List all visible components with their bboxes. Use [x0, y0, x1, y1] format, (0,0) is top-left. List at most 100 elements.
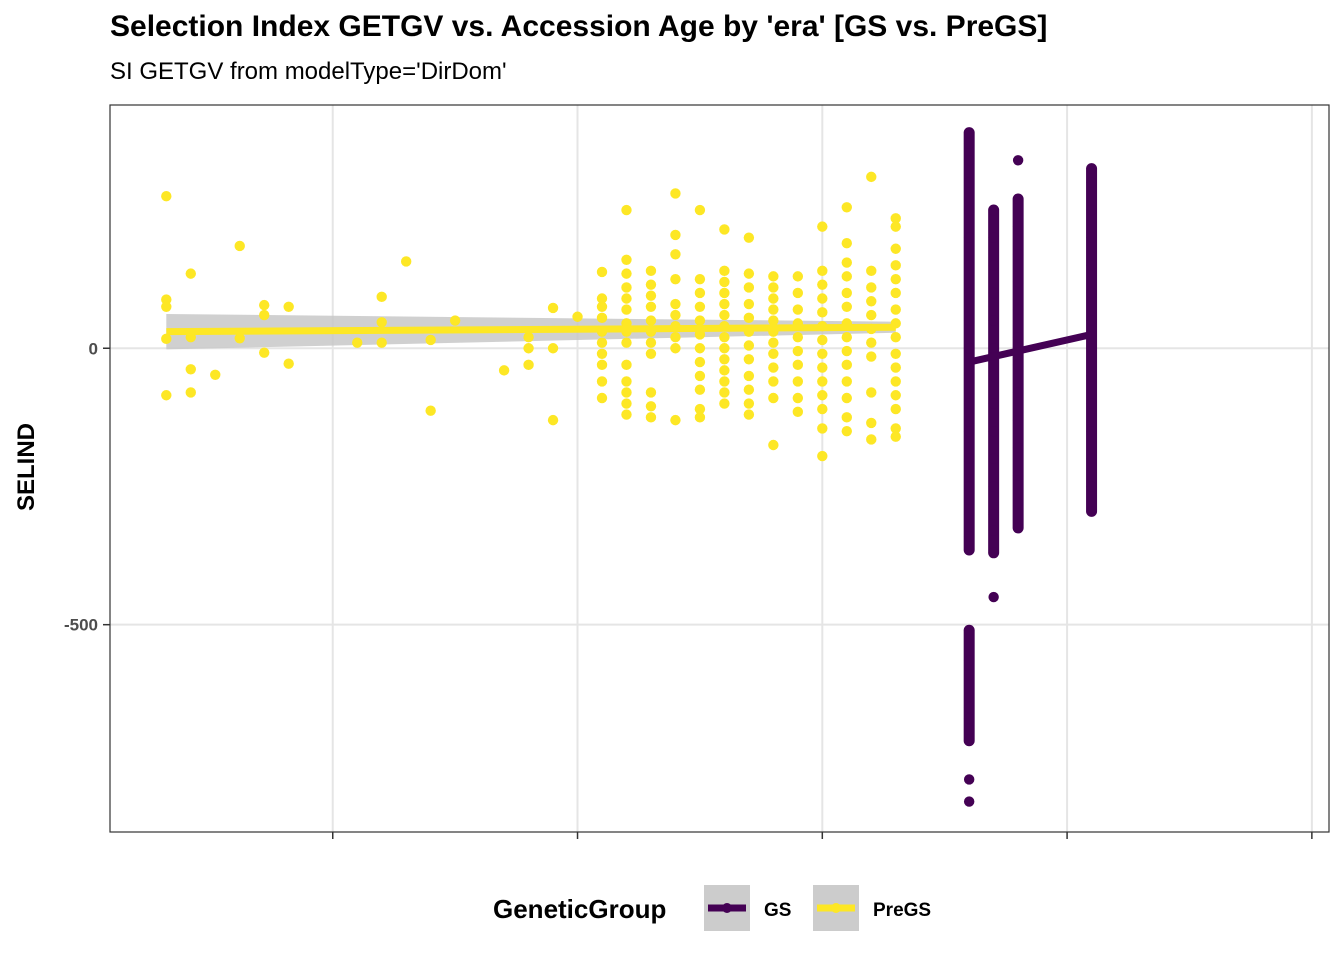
data-point-pregs	[694, 315, 706, 326]
data-point-pregs	[719, 398, 730, 409]
data-point-pregs	[841, 331, 852, 343]
data-point-pregs	[694, 273, 706, 285]
data-point-gs	[963, 287, 975, 299]
data-point-gs	[963, 425, 975, 437]
data-point-pregs	[792, 376, 804, 387]
data-point-pregs	[161, 294, 172, 305]
data-point-gs	[963, 669, 975, 680]
data-point-gs	[1086, 287, 1097, 299]
data-point-pregs	[283, 301, 294, 312]
data-point-gs	[988, 260, 999, 271]
data-point-pregs	[866, 387, 877, 398]
trend-lines	[166, 323, 1093, 366]
data-point-pregs	[694, 384, 706, 395]
data-point-pregs	[547, 302, 559, 314]
data-point-pregs	[817, 348, 828, 359]
data-point-pregs	[523, 343, 534, 354]
data-point-pregs	[792, 359, 804, 371]
data-point-pregs	[670, 331, 681, 343]
data-point-pregs	[768, 348, 779, 359]
data-point-gs	[1086, 425, 1097, 437]
data-point-pregs	[161, 191, 172, 202]
data-point-pregs	[768, 271, 779, 282]
data-point-pregs	[866, 417, 877, 429]
data-point-pregs	[866, 434, 877, 445]
data-point-pregs	[596, 376, 608, 387]
data-point-gs	[1086, 260, 1097, 271]
data-point-gs	[963, 774, 975, 785]
data-point-pregs	[743, 282, 755, 293]
data-point-gs	[1012, 442, 1024, 453]
data-point-pregs	[890, 287, 901, 299]
data-point-gs	[1012, 359, 1024, 371]
data-point-pregs	[890, 243, 901, 254]
legend-label-gs: GS	[764, 900, 791, 921]
data-point-gs	[963, 398, 975, 409]
data-point-pregs	[768, 362, 779, 373]
data-point-pregs	[719, 224, 730, 235]
data-point-pregs	[210, 369, 221, 380]
data-point-gs	[1012, 522, 1024, 534]
data-point-pregs	[645, 290, 657, 301]
data-point-gs	[963, 155, 975, 166]
data-point-pregs	[768, 304, 779, 315]
data-point-pregs	[743, 354, 755, 365]
data-point-gs	[963, 702, 975, 713]
y-tick-label: 0	[89, 339, 98, 358]
data-point-pregs	[817, 279, 828, 290]
data-point-pregs	[161, 390, 172, 401]
data-point-pregs	[376, 291, 387, 303]
data-point-pregs	[768, 392, 779, 404]
data-point-pregs	[841, 376, 852, 387]
data-point-pregs	[547, 343, 559, 354]
data-point-pregs	[817, 362, 828, 373]
data-point-pregs	[425, 334, 436, 346]
data-point-pregs	[890, 376, 901, 387]
data-point-gs	[988, 481, 999, 492]
data-point-gs	[1086, 453, 1097, 465]
data-point-pregs	[841, 257, 852, 268]
data-point-pregs	[259, 347, 270, 358]
data-point-pregs	[719, 387, 730, 398]
data-point-pregs	[792, 392, 804, 404]
data-point-gs	[988, 453, 999, 465]
data-point-gs	[1012, 497, 1024, 509]
data-point-gs	[963, 796, 975, 807]
data-point-gs	[988, 287, 999, 299]
data-point-gs	[1086, 370, 1097, 382]
data-point-pregs	[890, 403, 901, 415]
data-point-pregs	[866, 282, 877, 293]
data-point-pregs	[719, 343, 730, 354]
data-point-pregs	[596, 301, 608, 312]
y-tick-label: -500	[64, 616, 98, 635]
data-point-pregs	[817, 403, 828, 415]
data-point-pregs	[866, 309, 877, 321]
data-point-pregs	[621, 398, 632, 409]
data-point-pregs	[817, 293, 828, 304]
data-point-pregs	[670, 273, 681, 285]
data-point-gs	[988, 425, 999, 437]
data-point-pregs	[185, 387, 196, 398]
data-point-pregs	[376, 337, 387, 348]
data-point-pregs	[768, 376, 779, 387]
data-point-pregs	[645, 301, 657, 312]
data-points	[161, 127, 1098, 807]
data-point-pregs	[841, 287, 852, 299]
data-point-gs	[963, 724, 975, 735]
y-axis-title: SELIND	[13, 423, 40, 511]
data-point-pregs	[621, 387, 632, 398]
data-point-pregs	[400, 256, 412, 267]
data-point-pregs	[498, 365, 510, 376]
data-point-gs	[1012, 221, 1024, 232]
data-point-gs	[1012, 249, 1024, 260]
data-point-pregs	[719, 331, 730, 343]
data-point-pregs	[890, 423, 901, 434]
data-point-pregs	[841, 359, 852, 371]
data-point-pregs	[792, 331, 804, 343]
data-point-pregs	[670, 249, 681, 260]
data-point-pregs	[719, 298, 730, 310]
data-point-pregs	[283, 358, 294, 369]
data-point-gs	[1086, 398, 1097, 409]
data-point-pregs	[841, 392, 852, 404]
